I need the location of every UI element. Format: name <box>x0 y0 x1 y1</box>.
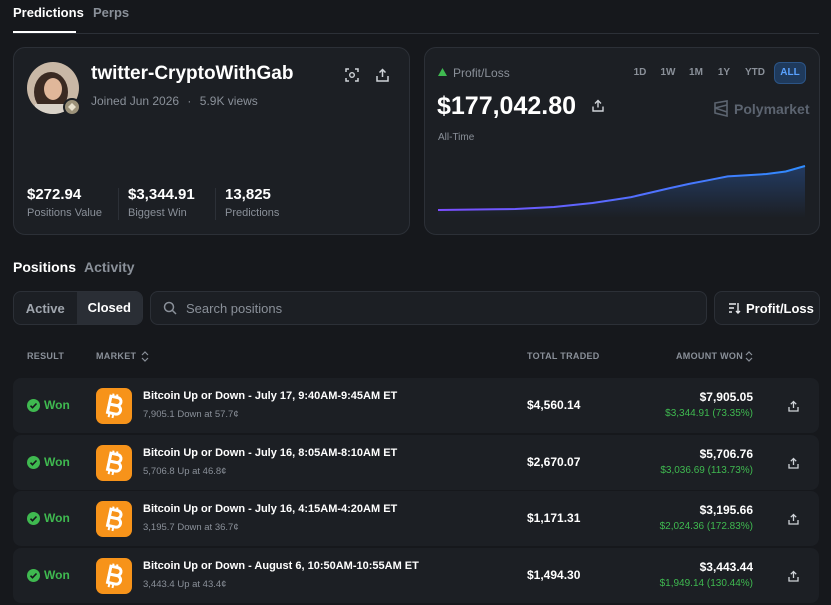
range-button[interactable]: 1W <box>660 67 676 78</box>
share-icon[interactable] <box>788 399 799 412</box>
won-icon <box>27 569 40 583</box>
pnl-change: $2,024.36 (172.83%) <box>659 521 753 533</box>
result: Won <box>44 398 70 412</box>
brand-name: Polymarket <box>734 101 810 117</box>
result: Won <box>44 568 70 583</box>
position-row[interactable]: Won Bitcoin Up or Down - August 6, 10:50A… <box>13 548 819 604</box>
divider <box>13 33 819 34</box>
separator: · <box>187 94 192 108</box>
stat-label: Biggest Win <box>128 207 187 219</box>
filter-option[interactable]: Active <box>25 300 65 316</box>
share-icon[interactable] <box>788 569 799 582</box>
stat-value: $272.94 <box>27 186 82 203</box>
search-box[interactable]: Search positions <box>150 291 707 325</box>
pnl-change: $3,344.91 (73.35%) <box>665 408 753 419</box>
pnl-area <box>438 166 805 218</box>
pnl-label: Profit/Loss <box>453 66 510 80</box>
amount-won: $7,905.05 <box>699 390 753 404</box>
sort-icon <box>729 303 741 314</box>
tab[interactable]: Predictions <box>13 5 84 20</box>
profile-card <box>13 47 410 235</box>
avatar <box>27 62 81 116</box>
section-tab[interactable]: Activity <box>84 259 135 275</box>
market-title[interactable]: Bitcoin Up or Down - July 16, 4:15AM-4:2… <box>143 503 398 516</box>
total-traded: $4,560.14 <box>527 398 581 412</box>
joined: Joined Jun 2026 <box>91 94 180 108</box>
market-icon <box>96 388 132 424</box>
position-row[interactable]: Won Bitcoin Up or Down - July 16, 8:05AM-… <box>13 434 819 490</box>
amount-won: $3,195.66 <box>699 503 753 518</box>
market-detail: 7,905.1 Down at 57.7¢ <box>143 409 239 420</box>
search-placeholder: Search positions <box>186 300 283 316</box>
stat-value: $3,344.91 <box>128 186 195 203</box>
tab[interactable]: Perps <box>93 5 130 20</box>
won-icon <box>27 512 40 526</box>
column-header[interactable]: MARKET <box>96 351 137 361</box>
market-detail: 5,706.8 Up at 46.8¢ <box>143 465 227 477</box>
stat-divider <box>215 188 216 220</box>
total-traded: $1,171.31 <box>527 511 581 526</box>
total-traded: $2,670.07 <box>527 454 581 469</box>
share-icon[interactable] <box>376 68 389 82</box>
market-detail: 3,443.4 Up at 43.4¢ <box>143 579 227 591</box>
profile-meta: Joined Jun 2026 · 5.9K views <box>91 94 258 108</box>
range-button[interactable]: 1Y <box>717 67 731 78</box>
stat-divider <box>118 188 119 220</box>
sort-chevrons <box>141 351 149 362</box>
column-header: RESULT <box>27 351 65 361</box>
section-tab[interactable]: Positions <box>13 259 77 275</box>
range-button[interactable]: 1M <box>689 67 703 78</box>
amount-won: $5,706.76 <box>699 446 753 461</box>
pnl-chart <box>437 165 806 218</box>
market-title[interactable]: Bitcoin Up or Down - July 16, 8:05AM-8:1… <box>143 446 398 459</box>
result: Won <box>44 511 70 526</box>
stat-value: 13,825 <box>225 186 271 203</box>
scan-icon[interactable] <box>345 68 359 82</box>
period-label: All-Time <box>438 132 475 143</box>
column-header[interactable]: AMOUNT WON <box>676 351 743 361</box>
brand-logo <box>714 100 728 117</box>
amount-won: $3,443.44 <box>699 560 753 575</box>
pnl-amount: $177,042.80 <box>437 92 577 120</box>
market-title[interactable]: Bitcoin Up or Down - August 6, 10:50AM-1… <box>143 560 419 573</box>
stat-label: Predictions <box>225 207 280 219</box>
up-triangle <box>438 68 447 76</box>
sort-button[interactable]: Profit/Loss <box>714 291 820 325</box>
share-icon[interactable] <box>788 512 799 526</box>
range-button[interactable]: ALL <box>774 62 806 84</box>
column-header: TOTAL TRADED <box>527 351 600 361</box>
result: Won <box>44 454 70 469</box>
sort-chevrons <box>745 351 753 362</box>
range-button[interactable]: YTD <box>745 67 765 78</box>
market-detail: 3,195.7 Down at 36.7¢ <box>143 522 239 534</box>
share-icon[interactable] <box>788 456 799 469</box>
views: 5.9K views <box>199 94 258 108</box>
won-icon <box>27 399 40 412</box>
total-traded: $1,494.30 <box>527 568 581 583</box>
pnl-change: $1,949.14 (130.44%) <box>659 578 753 590</box>
won-icon <box>27 455 40 469</box>
tab-underline <box>13 31 76 33</box>
pnl-line <box>437 165 806 211</box>
position-row[interactable]: Won Bitcoin Up or Down - July 17, 9:40AM-… <box>13 378 819 433</box>
share-icon[interactable] <box>592 99 604 112</box>
market-icon <box>96 444 132 481</box>
search-icon <box>163 301 177 315</box>
filter-option[interactable]: Closed <box>76 292 142 324</box>
filter-toggle: Active Closed <box>13 291 143 325</box>
pnl-change: $3,036.69 (113.73%) <box>660 464 753 476</box>
stat-label: Positions Value <box>27 207 103 219</box>
range-button[interactable]: 1D <box>633 67 647 78</box>
market-icon <box>96 501 132 538</box>
position-row[interactable]: Won Bitcoin Up or Down - July 16, 4:15AM-… <box>13 491 819 547</box>
market-icon <box>96 558 132 595</box>
username: twitter-CryptoWithGab <box>91 63 294 84</box>
market-title[interactable]: Bitcoin Up or Down - July 17, 9:40AM-9:4… <box>143 390 398 402</box>
sort-label: Profit/Loss <box>746 300 814 316</box>
